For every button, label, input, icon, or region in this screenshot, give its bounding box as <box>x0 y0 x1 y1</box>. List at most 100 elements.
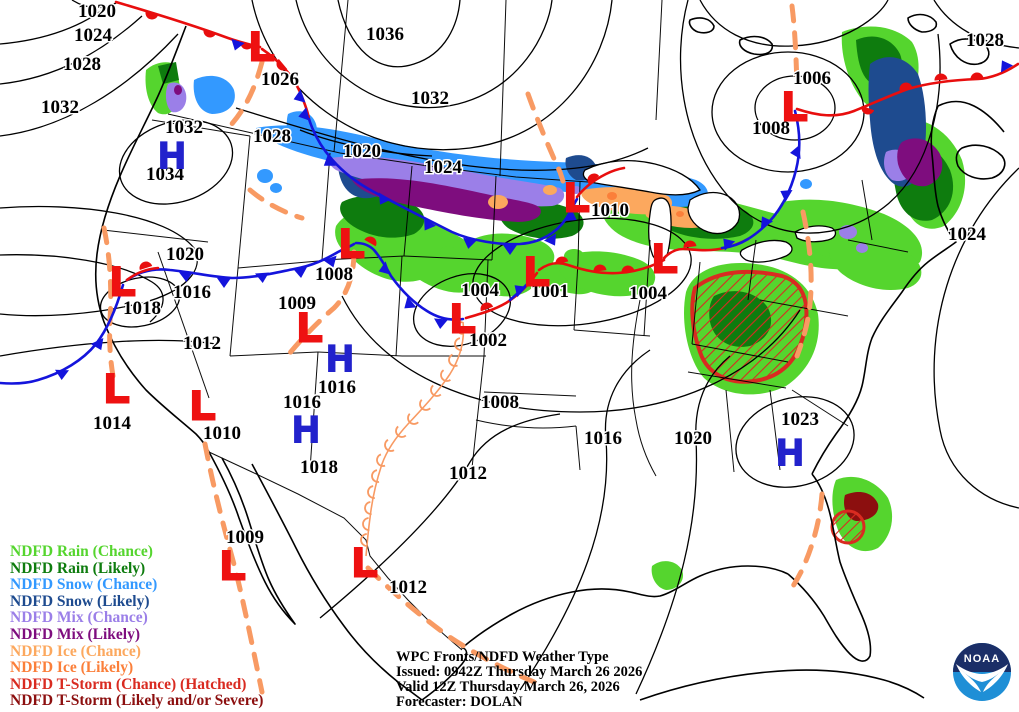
pressure-label: 1032 <box>41 97 79 118</box>
pressure-label: 1002 <box>469 330 507 351</box>
outflow-boundary <box>359 321 465 557</box>
pressure-label: 1006 <box>793 68 831 89</box>
province-border <box>333 0 349 153</box>
province-border <box>499 0 507 177</box>
stationary-front <box>720 237 750 250</box>
pressure-label: 1016 <box>283 392 321 413</box>
pressure-label: 1028 <box>966 30 1004 51</box>
pacific-coastline <box>94 25 210 453</box>
noaa-bird-icon <box>983 664 1008 692</box>
stationary-front <box>125 266 160 282</box>
canada-border <box>167 113 589 183</box>
trough-line <box>525 91 566 184</box>
precip-snow-chance-area <box>193 75 235 114</box>
legend-item: NDFD Mix (Chance) <box>10 609 148 627</box>
pressure-label: 1024 <box>948 224 987 245</box>
florida-coastline <box>787 473 872 662</box>
pressure-label: 1036 <box>366 24 404 45</box>
noaa-bird-icon <box>956 664 981 692</box>
high-pressure-center: H <box>777 432 804 473</box>
pressure-label: 1028 <box>63 54 101 75</box>
map-caption: WPC Fronts/NDFD Weather Type Issued: 094… <box>396 650 642 710</box>
low-pressure-center: L <box>191 384 215 428</box>
high-pressure-center: H <box>293 409 320 450</box>
tstorm-chance-hatched-area <box>830 509 866 545</box>
trough-line <box>286 249 357 357</box>
precip-mix-likely-area <box>174 85 182 95</box>
gulf-coastline <box>421 565 789 701</box>
pressure-label: 1014 <box>93 413 132 434</box>
precip-ice-chance-area <box>488 195 508 209</box>
isobar <box>0 33 179 137</box>
pressure-label: 1034 <box>146 164 185 185</box>
noaa-logo-top-half <box>953 643 1011 672</box>
isobar <box>235 107 649 171</box>
legend-item: NDFD Rain (Chance) <box>10 543 153 560</box>
low-pressure-center: L <box>451 297 475 341</box>
legend-item: NDFD Rain (Likely) <box>10 559 146 577</box>
atlantic-coastline <box>811 105 957 475</box>
precip-mix-chance-area <box>856 243 868 253</box>
high-pressure-center: H <box>159 135 186 176</box>
caption-valid: Valid 12Z Thursday March 26, 2026 <box>396 679 620 695</box>
pressure-label: 1018 <box>123 298 161 319</box>
noaa-logo: NOAA <box>953 643 1011 701</box>
low-pressure-center: L <box>298 306 322 350</box>
pressure-label: 1012 <box>449 463 487 484</box>
trough-line <box>794 209 814 359</box>
pressure-label: 1018 <box>300 457 338 478</box>
baja-coastline <box>208 451 296 625</box>
legend-item: NDFD Snow (Chance) <box>10 576 158 594</box>
legend-item: NDFD Mix (Likely) <box>10 625 141 643</box>
low-pressure-center: L <box>783 85 807 129</box>
state-borders <box>102 119 909 477</box>
isobar <box>337 0 461 68</box>
low-pressure-center: L <box>353 541 377 585</box>
pressure-label: 1028 <box>253 126 291 147</box>
low-pressure-center: L <box>340 222 364 266</box>
pressure-label: 1032 <box>165 117 203 138</box>
isobar <box>933 0 1019 49</box>
island <box>949 38 990 66</box>
low-pressure-center: L <box>221 544 245 588</box>
caption-issued: Issued: 0942Z Thursday March 26 2026 <box>396 664 643 680</box>
island <box>907 13 938 33</box>
warm-front <box>795 62 1019 117</box>
caption-forecaster: Forecaster: DOLAN <box>396 694 523 710</box>
precip-ice-likely-area <box>676 211 684 217</box>
isobar <box>341 295 801 413</box>
isobar <box>299 129 433 157</box>
pressure-label: 1004 <box>629 283 668 304</box>
isobar <box>472 217 692 327</box>
pressure-label: 1010 <box>203 423 241 444</box>
low-pressure-center: L <box>250 25 274 69</box>
pressure-label: 1010 <box>591 200 629 221</box>
precip-rain-chance-area <box>440 246 456 258</box>
pressure-label: 1001 <box>531 281 569 302</box>
pressure-label: 1009 <box>278 293 316 314</box>
pressure-label: 1020 <box>78 1 116 22</box>
pressure-label: 1026 <box>261 69 299 90</box>
isobar <box>0 254 164 323</box>
pressure-label: 1004 <box>461 280 500 301</box>
noaa-logo-text: NOAA <box>964 653 1000 665</box>
low-pressure-center: L <box>565 176 589 220</box>
maritime-coastline <box>937 100 1005 133</box>
pressure-label: 1024 <box>424 157 463 178</box>
precip-ice-likely-area <box>607 192 617 200</box>
low-pressure-center: L <box>653 237 677 281</box>
pressure-label: 1008 <box>315 264 353 285</box>
isobar <box>295 0 553 109</box>
canadian-lake <box>688 17 715 34</box>
noaa-bird-icon <box>956 664 1008 682</box>
isobar <box>519 349 651 691</box>
precip-rain-chance-area <box>564 249 584 263</box>
caption-title: WPC Fronts/NDFD Weather Type <box>396 649 609 665</box>
trough-line <box>227 59 265 129</box>
isobar <box>679 0 941 234</box>
precip-snow-chance-area <box>257 169 273 183</box>
precip-rain-chance-area <box>651 561 684 590</box>
nova-scotia-island <box>955 144 1006 180</box>
isobar <box>0 3 111 45</box>
cold-front <box>0 283 125 385</box>
